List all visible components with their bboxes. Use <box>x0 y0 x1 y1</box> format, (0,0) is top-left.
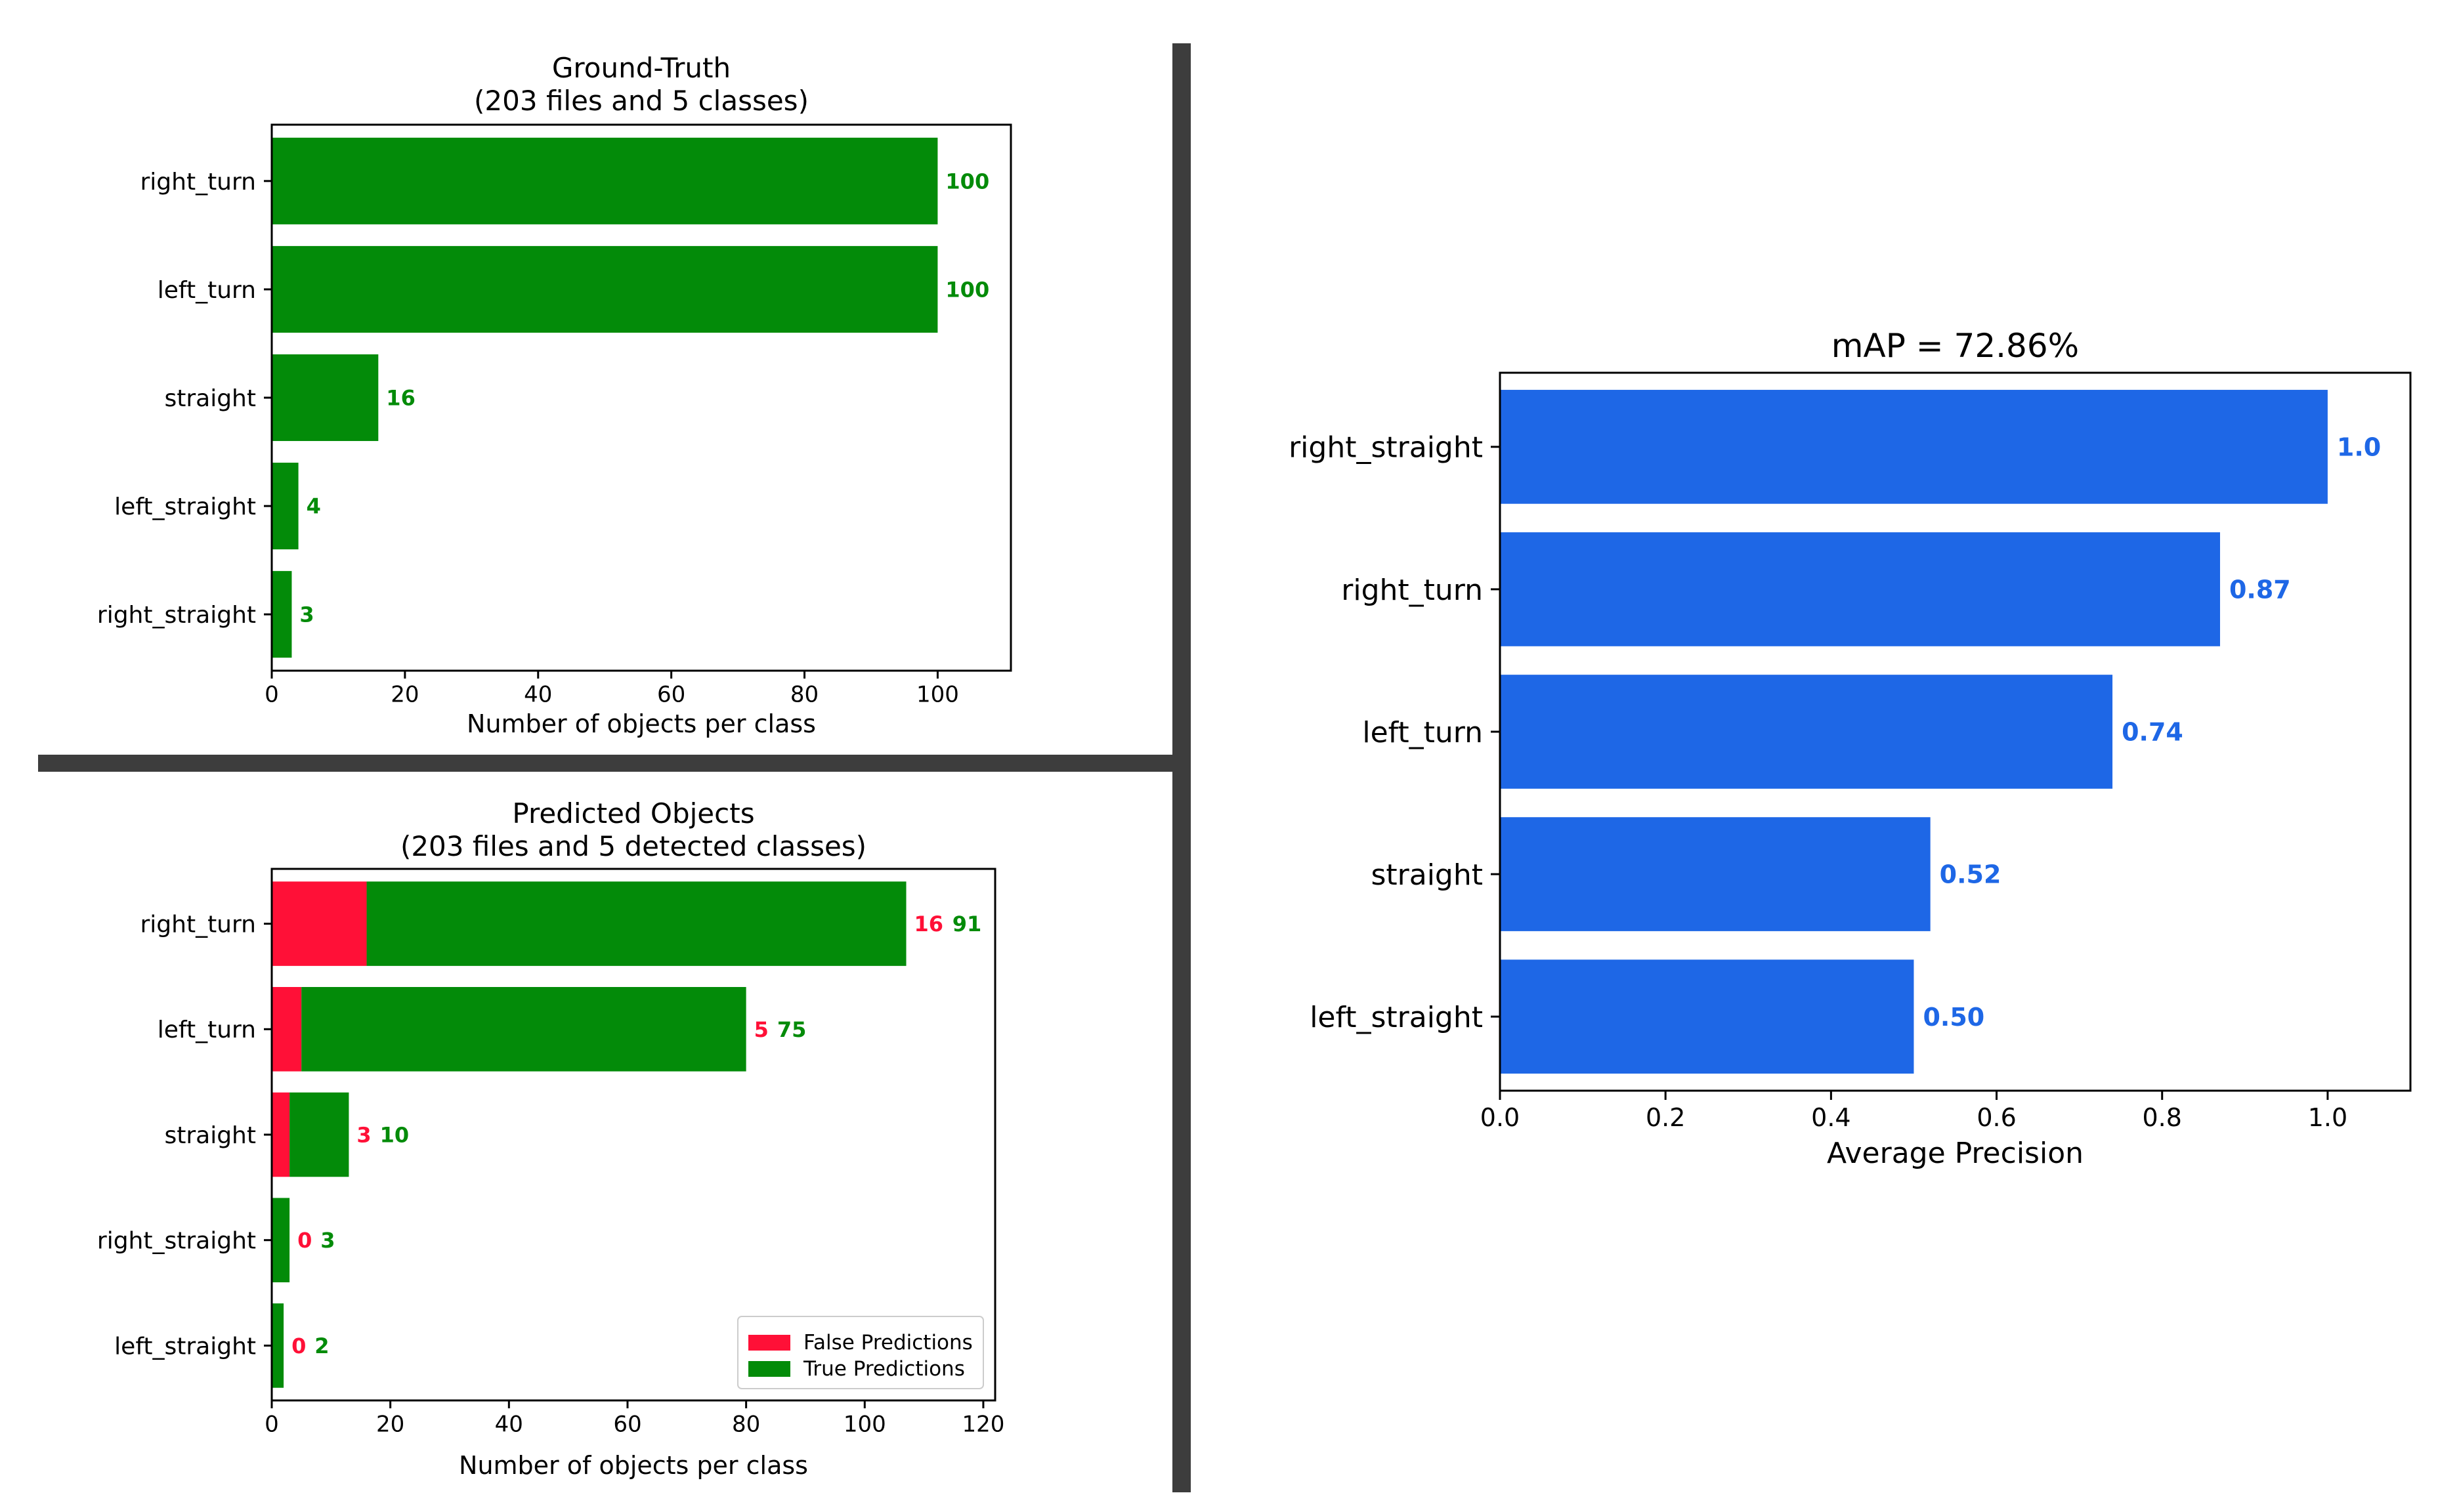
legend-swatch-true-predictions <box>748 1361 790 1377</box>
chart-title: mAP = 72.86% <box>1831 327 2079 365</box>
y-tick-label-left-straight: left_straight <box>114 494 256 520</box>
value-label-straight: 16 <box>386 386 416 411</box>
plot-frame <box>270 868 996 1402</box>
ground-truth-chart: Ground-Truth (203 files and 5 classes) 100… <box>0 0 1175 761</box>
horizontal-divider <box>38 755 1183 772</box>
y-tick-label-right-turn: right_turn <box>140 912 256 938</box>
x-tick-label: 40 <box>524 682 552 708</box>
value-label-true-predictions-straight: 10 <box>380 1123 410 1148</box>
bar-right-straight <box>272 571 292 658</box>
y-tick-label-left-turn: left_turn <box>158 1017 256 1043</box>
y-tick-label-straight: straight <box>1371 858 1483 892</box>
plot-frame <box>270 123 1012 672</box>
predicted-objects-chart: Predicted Objects (203 files and 5 detect… <box>0 761 1175 1512</box>
bar-false-predictions-left-turn <box>272 987 302 1072</box>
value-label-false-predictions-straight: 3 <box>356 1123 371 1148</box>
value-label-left-turn: 0.74 <box>2122 718 2183 747</box>
bar-true-predictions-straight <box>289 1092 349 1177</box>
y-tick-label-right-straight: right_straight <box>97 602 256 629</box>
value-label-false-predictions-left-straight: 0 <box>291 1334 306 1358</box>
legend-swatch-false-predictions <box>748 1335 790 1351</box>
x-tick-label: 20 <box>391 682 419 708</box>
x-tick-label: 40 <box>495 1412 523 1438</box>
y-tick-label-right-turn: right_turn <box>1341 574 1483 607</box>
bar-left-straight <box>1500 959 1914 1074</box>
x-tick-label: 0.6 <box>1977 1103 2016 1132</box>
x-tick-label: 0 <box>265 1412 279 1438</box>
value-label-right-turn: 100 <box>945 169 989 194</box>
x-tick-label: 0 <box>265 682 279 708</box>
plot-frame <box>1499 371 2412 1092</box>
x-tick-label: 1.0 <box>2308 1103 2347 1132</box>
chart-title: Ground-Truth <box>552 52 731 84</box>
value-label-false-predictions-right-turn: 16 <box>914 912 944 936</box>
legend-label-false-predictions: False Predictions <box>803 1331 973 1354</box>
x-tick-label: 0.0 <box>1480 1103 1520 1132</box>
y-tick-label-right-straight: right_straight <box>97 1228 256 1255</box>
x-tick-label: 80 <box>790 682 819 708</box>
x-tick-label: 20 <box>376 1412 404 1438</box>
x-tick-label: 100 <box>844 1412 886 1438</box>
bar-straight <box>272 354 379 442</box>
bar-true-predictions-right-straight <box>272 1198 290 1282</box>
value-label-true-predictions-right-turn: 91 <box>952 912 982 936</box>
bar-right-turn <box>272 137 938 224</box>
y-tick-label-right-turn: right_turn <box>140 169 256 196</box>
bar-true-predictions-left-straight <box>272 1303 284 1388</box>
value-label-straight: 0.52 <box>1940 860 2001 889</box>
legend-box <box>737 1316 984 1389</box>
x-axis-label: Number of objects per class <box>459 1451 808 1480</box>
chart-subtitle: (203 files and 5 classes) <box>474 85 809 117</box>
bar-left-turn <box>272 245 938 333</box>
average-precision-chart: mAP = 72.86% 1.0 right_straight 0.87 right_t… <box>1201 0 2438 1512</box>
y-tick-label-straight: straight <box>164 1122 256 1149</box>
value-label-true-predictions-right-straight: 3 <box>320 1228 335 1253</box>
y-tick-label-left-turn: left_turn <box>1362 716 1483 749</box>
bar-straight <box>1500 817 1931 931</box>
chart-subtitle: (203 files and 5 detected classes) <box>400 830 866 862</box>
x-tick-label: 0.8 <box>2143 1103 2182 1132</box>
legend-label-true-predictions: True Predictions <box>803 1357 965 1381</box>
chart-canvas: mAP = 72.86% 1.0 right_straight 0.87 right_t… <box>1289 327 2412 1170</box>
bar-right-turn <box>1500 532 2220 646</box>
bar-left-straight <box>272 463 299 550</box>
value-label-right-turn: 0.87 <box>2229 576 2291 604</box>
chart-canvas: Ground-Truth(203 files and 5 classes) 100… <box>97 52 1012 738</box>
bar-left-turn <box>1500 675 2113 789</box>
y-tick-label-left-straight: left_straight <box>1310 1001 1483 1034</box>
bar-true-predictions-left-turn <box>301 987 746 1072</box>
x-tick-label: 0.2 <box>1646 1103 1685 1132</box>
y-tick-label-left-turn: left_turn <box>158 277 256 304</box>
x-axis-label: Average Precision <box>1827 1137 2084 1170</box>
value-label-right-straight: 3 <box>299 602 314 627</box>
value-label-left-turn: 100 <box>945 277 989 302</box>
y-tick-label-straight: straight <box>164 385 256 412</box>
bar-false-predictions-right-turn <box>272 881 367 966</box>
y-tick-label-left-straight: left_straight <box>114 1333 256 1360</box>
value-label-false-predictions-left-turn: 5 <box>754 1017 769 1042</box>
value-label-true-predictions-left-straight: 2 <box>314 1334 329 1358</box>
value-label-left-straight: 0.50 <box>1923 1003 1984 1032</box>
x-tick-label: 80 <box>732 1412 760 1438</box>
x-tick-label: 120 <box>962 1412 1004 1438</box>
value-label-right-straight: 1.0 <box>2337 433 2381 462</box>
value-label-left-straight: 4 <box>307 494 321 519</box>
bar-false-predictions-straight <box>272 1092 290 1177</box>
x-tick-label: 0.4 <box>1811 1103 1850 1132</box>
chart-canvas: Predicted Objects(203 files and 5 detect… <box>97 797 1004 1480</box>
x-tick-label: 60 <box>613 1412 641 1438</box>
x-tick-label: 60 <box>657 682 685 708</box>
value-label-false-predictions-right-straight: 0 <box>297 1228 312 1253</box>
x-tick-label: 100 <box>916 682 959 708</box>
y-tick-label-right-straight: right_straight <box>1289 431 1483 465</box>
bar-right-straight <box>1500 390 2328 504</box>
bar-true-predictions-right-turn <box>366 881 907 966</box>
value-label-true-predictions-left-turn: 75 <box>777 1017 807 1042</box>
chart-title: Predicted Objects <box>512 797 754 830</box>
x-axis-label: Number of objects per class <box>467 709 816 738</box>
